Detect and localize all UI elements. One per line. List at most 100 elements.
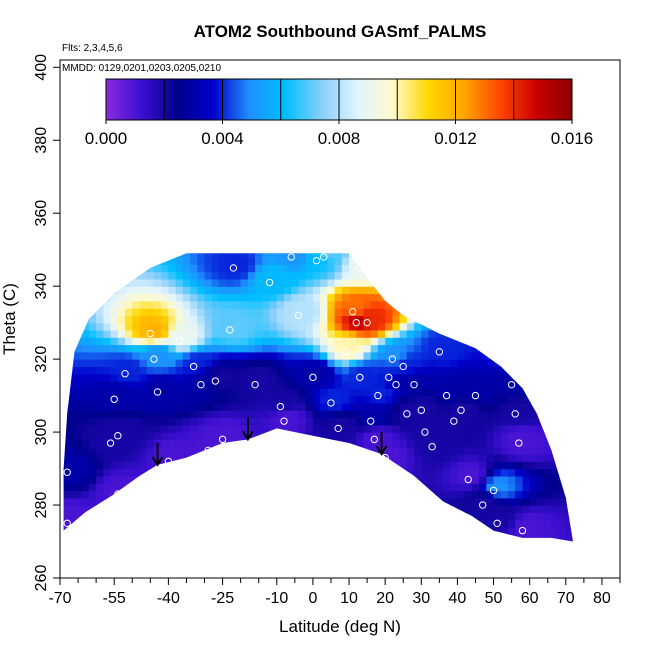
curtain-cell xyxy=(276,271,285,280)
curtain-cell xyxy=(312,286,321,295)
curtain-cell xyxy=(312,300,321,309)
observation-point xyxy=(287,253,295,261)
curtain-cell xyxy=(190,373,198,382)
curtain-cell xyxy=(139,264,148,273)
curtain-cell xyxy=(471,253,480,258)
curtain-cell xyxy=(349,541,357,542)
curtain-cell xyxy=(161,253,169,258)
curtain-cell xyxy=(312,366,321,375)
curtain-cell xyxy=(363,308,372,316)
curtain-cell xyxy=(392,359,401,367)
curtain-cell xyxy=(320,235,328,243)
curtain-cell xyxy=(175,497,184,506)
curtain-cell xyxy=(349,519,357,528)
curtain-cell xyxy=(175,446,184,455)
curtain-cell xyxy=(406,512,415,521)
curtain-cell xyxy=(182,446,191,455)
curtain-cell xyxy=(565,402,573,411)
curtain-cell xyxy=(414,351,422,360)
curtain-cell xyxy=(211,410,220,419)
curtain-cell xyxy=(450,337,458,346)
curtain-cell xyxy=(565,417,573,426)
curtain-cell xyxy=(464,381,473,389)
curtain-cell xyxy=(233,439,242,448)
curtain-cell xyxy=(110,359,119,367)
curtain-cell xyxy=(269,366,278,375)
curtain-cell xyxy=(428,402,437,411)
curtain-cell xyxy=(493,512,502,521)
curtain-cell xyxy=(305,329,314,338)
curtain-cell xyxy=(486,395,495,404)
curtain-cell xyxy=(204,490,213,499)
curtain-cell xyxy=(146,424,155,433)
curtain-cell xyxy=(103,286,112,295)
curtain-cell xyxy=(255,329,263,338)
curtain-cell xyxy=(529,257,538,265)
curtain-cell xyxy=(88,257,97,265)
curtain-cell xyxy=(284,359,292,367)
curtain-cell xyxy=(81,541,90,542)
curtain-cell xyxy=(565,541,573,542)
curtain-cell xyxy=(139,454,148,462)
curtain-cell xyxy=(399,534,408,542)
curtain-cell xyxy=(334,541,343,542)
curtain-cell xyxy=(255,505,263,513)
curtain-cell xyxy=(305,483,314,492)
curtain-cell xyxy=(291,315,299,324)
curtain-cell xyxy=(240,366,249,375)
curtain-cell xyxy=(204,439,213,448)
curtain-cell xyxy=(255,424,263,433)
curtain-cell xyxy=(428,512,437,521)
curtain-cell xyxy=(385,519,393,528)
curtain-cell xyxy=(457,497,466,506)
curtain-cell xyxy=(479,286,487,295)
curtain-cell xyxy=(182,424,191,433)
curtain-cell xyxy=(479,475,487,484)
curtain-cell xyxy=(233,432,242,440)
curtain-cell xyxy=(385,308,393,316)
curtain-cell xyxy=(334,373,343,382)
curtain-cell xyxy=(443,235,451,243)
curtain-cell xyxy=(406,271,415,280)
curtain-cell xyxy=(146,446,155,455)
curtain-cell xyxy=(370,490,379,499)
curtain-cell xyxy=(349,308,357,316)
curtain-cell xyxy=(117,322,126,331)
curtain-cell xyxy=(190,446,198,455)
curtain-cell xyxy=(341,271,350,280)
curtain-cell xyxy=(88,519,97,528)
curtain-cell xyxy=(270,242,278,250)
curtain-cell xyxy=(240,300,249,309)
observation-point xyxy=(493,519,501,527)
curtain-cell xyxy=(349,344,357,353)
curtain-cell xyxy=(443,475,451,484)
curtain-cell xyxy=(385,432,393,440)
observation-point xyxy=(204,446,212,455)
curtain-cell xyxy=(67,461,75,470)
curtain-cell xyxy=(117,417,126,426)
curtain-cell xyxy=(175,410,184,419)
curtain-cell xyxy=(291,264,299,273)
curtain-cell xyxy=(233,253,242,258)
curtain-cell xyxy=(182,366,191,375)
curtain-cell xyxy=(298,468,307,477)
curtain-cell xyxy=(197,373,206,382)
curtain-cell xyxy=(334,278,343,287)
curtain-cell xyxy=(125,278,133,287)
curtain-cell xyxy=(247,432,256,440)
curtain-cell xyxy=(450,308,458,316)
curtain-cell xyxy=(320,475,328,484)
curtain-cell xyxy=(457,308,466,316)
curtain-cell xyxy=(464,366,473,375)
curtain-cell xyxy=(63,468,68,477)
curtain-cell xyxy=(161,308,169,316)
curtain-cell xyxy=(566,242,574,250)
curtain-cell xyxy=(450,315,458,324)
curtain-cell xyxy=(276,315,285,324)
curtain-cell xyxy=(146,402,155,411)
curtain-cell xyxy=(414,315,422,324)
curtain-cell xyxy=(320,359,328,367)
curtain-cell xyxy=(219,410,227,419)
curtain-cell xyxy=(262,534,271,542)
curtain-cell xyxy=(89,242,97,250)
